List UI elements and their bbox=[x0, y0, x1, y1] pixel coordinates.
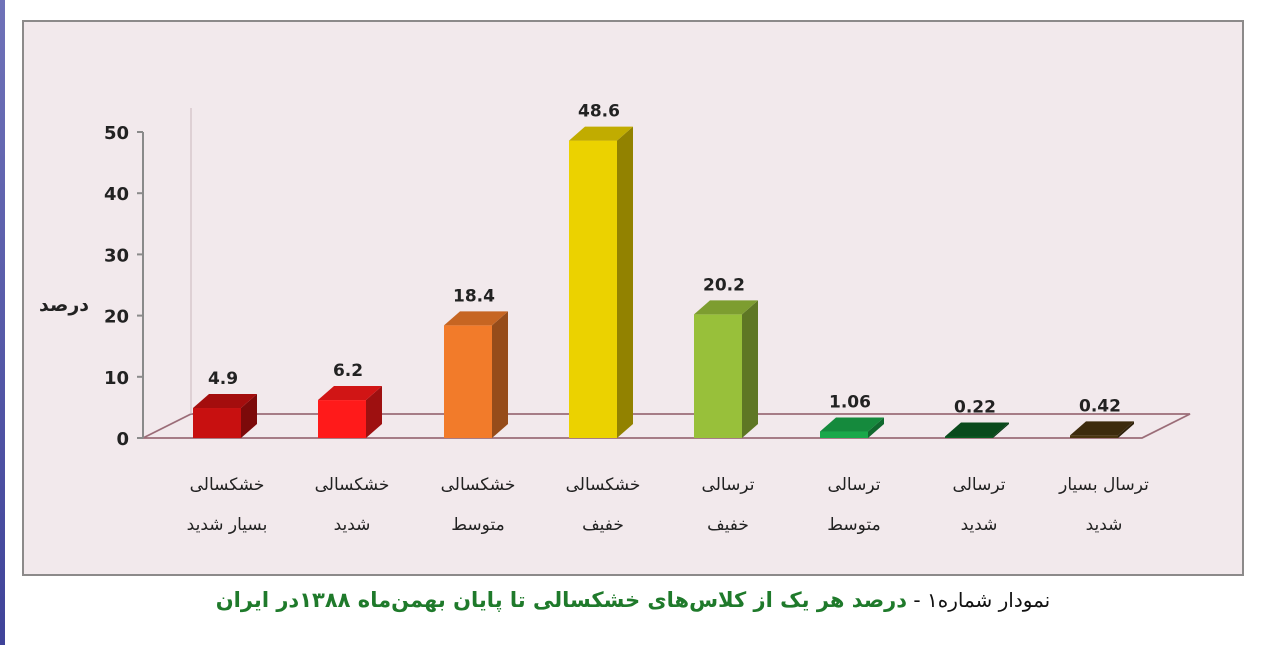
category-label: خشکسالی bbox=[190, 475, 265, 495]
data-label: 18.4 bbox=[453, 286, 495, 306]
bar-top bbox=[694, 300, 758, 315]
bar bbox=[193, 408, 241, 438]
bar-top bbox=[444, 311, 508, 326]
bar-top bbox=[193, 394, 257, 409]
category-label: خشکسالی bbox=[566, 475, 641, 495]
category-label: خشکسالی bbox=[441, 475, 516, 495]
category-label: خفیف bbox=[707, 515, 749, 535]
y-tick-label: 40 bbox=[104, 184, 129, 205]
category-label: شدید bbox=[334, 515, 371, 535]
data-label: 48.6 bbox=[578, 102, 620, 122]
y-tick-label: 10 bbox=[104, 368, 129, 389]
bar bbox=[694, 314, 742, 438]
data-label: 4.9 bbox=[208, 369, 238, 389]
y-tick-label: 30 bbox=[104, 245, 129, 266]
category-label: خشکسالی bbox=[315, 475, 390, 495]
bar-side bbox=[742, 300, 758, 438]
data-label: 0.22 bbox=[954, 398, 996, 418]
category-label: متوسط bbox=[827, 515, 880, 535]
data-label: 20.2 bbox=[703, 275, 745, 295]
y-tick-label: 0 bbox=[116, 429, 129, 450]
bar-side bbox=[993, 422, 1009, 438]
bar-top bbox=[569, 126, 633, 141]
chart-area: 0 10 20 30 40 50 درصد 4.9 خشکسالی بسیار شدید 6.2 خش… bbox=[22, 20, 1244, 576]
bar-top bbox=[1070, 421, 1134, 436]
category-label: بسیار شدید bbox=[187, 515, 268, 535]
chart-floor bbox=[142, 413, 1191, 439]
category-label: ترسالی bbox=[702, 475, 755, 495]
data-label: 1.06 bbox=[829, 393, 871, 413]
bar-top bbox=[945, 422, 1009, 437]
y-tick-label: 20 bbox=[104, 307, 129, 328]
bar bbox=[444, 325, 492, 438]
bar-side bbox=[492, 311, 508, 438]
y-axis-label: درصد bbox=[39, 294, 89, 316]
category-label: ترسال بسیار bbox=[1058, 475, 1149, 495]
bar-side bbox=[366, 386, 382, 438]
category-label: شدید bbox=[1086, 515, 1123, 535]
bar bbox=[820, 431, 868, 438]
bar bbox=[318, 400, 366, 438]
bar bbox=[1070, 435, 1118, 438]
bar-top bbox=[820, 417, 884, 432]
bar-side bbox=[1118, 421, 1134, 438]
bar-top bbox=[318, 386, 382, 401]
bar-chart: 0 10 20 30 40 50 درصد 4.9 خشکسالی بسیار شدید 6.2 خش… bbox=[39, 102, 1191, 535]
category-label: شدید bbox=[961, 515, 998, 535]
bar bbox=[569, 140, 617, 438]
y-tick-label: 50 bbox=[104, 123, 129, 144]
left-accent-stripe bbox=[0, 0, 5, 645]
category-label: ترسالی bbox=[953, 475, 1006, 495]
category-label: ترسالی bbox=[828, 475, 881, 495]
data-label: 6.2 bbox=[333, 361, 363, 381]
bar-side bbox=[868, 417, 884, 438]
figure-caption: نمودار شماره۱ - درصد هر یک از کلاس‌های خ… bbox=[22, 588, 1244, 612]
category-label: متوسط bbox=[451, 515, 504, 535]
caption-prefix: نمودار شماره۱ - bbox=[913, 588, 1051, 612]
data-label: 0.42 bbox=[1079, 396, 1121, 416]
category-label: خفیف bbox=[582, 515, 624, 535]
bar-side bbox=[617, 126, 633, 439]
caption-title: درصد هر یک از کلاس‌های خشکسالی تا پایان … bbox=[215, 588, 908, 612]
bar bbox=[945, 436, 993, 438]
bar-side bbox=[241, 394, 257, 438]
